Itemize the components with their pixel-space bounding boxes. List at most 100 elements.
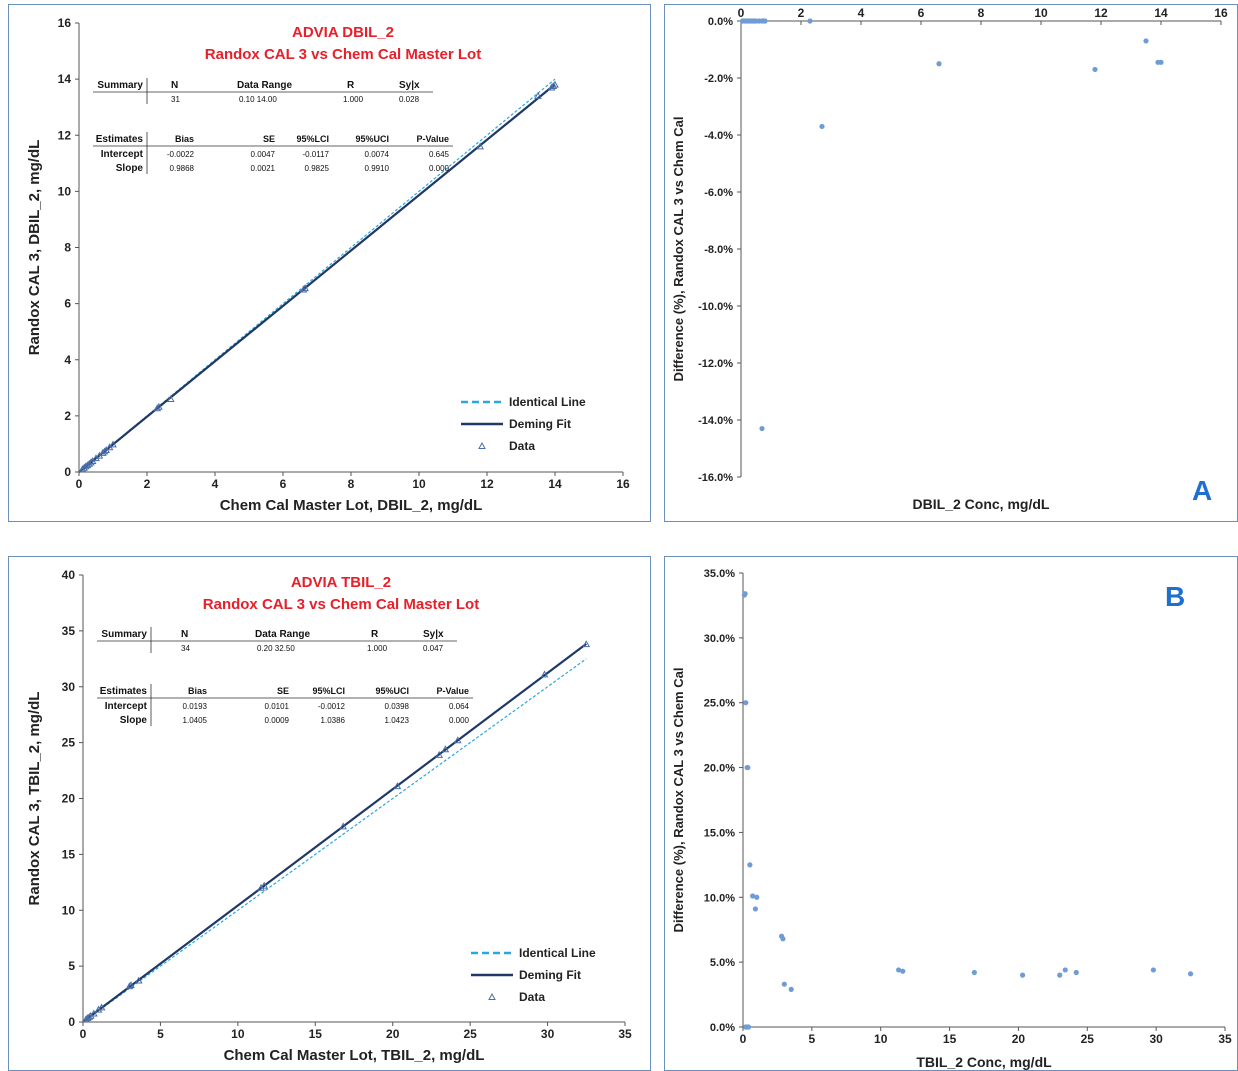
estimates-cell: 0.0074 [365, 150, 390, 159]
summary-r-header: R [371, 629, 379, 640]
estimates-col-header: 95%LCI [296, 134, 329, 144]
y-tick-label: -6.0% [704, 187, 733, 199]
summary-header: Summary [97, 80, 143, 91]
y-tick-label: -10.0% [698, 301, 733, 313]
estimates-cell: 0.0193 [183, 702, 208, 711]
estimates-cell: 0.0101 [265, 702, 290, 711]
panel-dbil-diff: 0.0% -2.0% -4.0% -6.0% -8.0% -10.0% -12.0% -14.… [664, 4, 1238, 522]
y-tick-label: 12 [58, 128, 72, 142]
estimates-col-header: SE [277, 686, 289, 696]
estimates-col-header: P-Value [436, 686, 469, 696]
data-point [1092, 66, 1098, 73]
data-point [745, 764, 751, 771]
estimates-col-header: Bias [175, 134, 194, 144]
panel-tbil-scatter: 0 5 10 15 20 25 30 35 40 0 5 10 15 20 25 30 35 Chem Cal M… [8, 556, 651, 1071]
data-point [936, 61, 942, 67]
data-point [301, 284, 309, 292]
y-tick-label: 0.0% [708, 16, 733, 28]
data-point [780, 936, 786, 942]
data-point [743, 700, 749, 706]
y-tick-label: -14.0% [698, 415, 733, 427]
y-tick-label: 5 [68, 959, 75, 973]
data-point [781, 981, 787, 987]
dbil-diff-chart: 0.0% -2.0% -4.0% -6.0% -8.0% -10.0% -12.0% -14.… [671, 6, 1228, 512]
estimates-row-label: Slope [120, 715, 148, 726]
data-point [819, 123, 825, 130]
y-axis-label: Randox CAL 3, DBIL_2, mg/dL [26, 140, 43, 356]
y-tick-label: 30 [62, 680, 76, 694]
data-point [441, 745, 450, 753]
data-point [754, 894, 760, 900]
x-tick-label: 20 [1012, 1032, 1026, 1046]
x-tick-label: 12 [480, 477, 494, 491]
data-point [1062, 967, 1068, 973]
x-tick-label: 16 [616, 477, 630, 491]
data-point [299, 285, 308, 293]
summary-range-header: Data Range [237, 80, 292, 91]
data-point [155, 402, 163, 410]
estimates-col-header: Bias [188, 686, 207, 696]
y-tick-label: -12.0% [698, 358, 733, 370]
data-point [747, 862, 753, 868]
data-point [534, 91, 542, 99]
y-tick-label: 25.0% [704, 698, 735, 710]
chart-subtitle: Randox CAL 3 vs Chem Cal Master Lot [203, 596, 479, 613]
data-point [540, 670, 549, 678]
legend-deming-label: Deming Fit [519, 968, 581, 982]
data-point [476, 142, 485, 150]
y-axis-label: Randox CAL 3, TBIL_2, mg/dL [26, 692, 43, 906]
data-point [762, 18, 768, 24]
y-tick-label: 14 [58, 72, 72, 86]
y-tick-label: 10 [58, 184, 72, 198]
estimates-header: Estimates [96, 134, 144, 145]
y-tick-label: -8.0% [704, 244, 733, 256]
y-tick-label: 6 [64, 297, 71, 311]
y-tick-label: 35.0% [704, 568, 735, 580]
x-axis-label: TBIL_2 Conc, mg/dL [916, 1054, 1052, 1070]
y-tick-label: 15 [62, 847, 76, 861]
data-point [127, 981, 135, 989]
x-tick-label: 4 [212, 477, 219, 491]
data-point [125, 982, 134, 990]
summary-n-value: 34 [181, 644, 190, 653]
data-point [750, 893, 756, 899]
data-point [1150, 967, 1156, 973]
x-tick-label: 16 [1214, 6, 1228, 20]
data-point [1158, 59, 1164, 65]
data-point [339, 822, 348, 830]
x-tick-label: 6 [280, 477, 287, 491]
x-tick-label: 14 [548, 477, 562, 491]
y-tick-label: 2 [64, 409, 71, 423]
identical-line [82, 658, 587, 1023]
estimates-cell: -0.0022 [167, 150, 195, 159]
data-point [971, 969, 977, 976]
legend-identical-label: Identical Line [509, 395, 586, 409]
dbil-scatter-chart: 0 2 4 6 8 10 12 14 16 0 2 4 6 8 10 12 14 16 Chem Cal Maste… [26, 16, 630, 514]
estimates-col-header: P-Value [416, 134, 449, 144]
x-tick-label: 2 [798, 6, 805, 20]
summary-header: Summary [101, 629, 147, 640]
data-point [896, 967, 902, 973]
data-point [551, 80, 559, 88]
x-tick-label: 5 [157, 1027, 164, 1041]
y-tick-label: -16.0% [698, 472, 733, 484]
estimates-row-label: Intercept [105, 701, 148, 712]
summary-r-value: 1.000 [343, 95, 364, 104]
summary-syx-header: Sy|x [423, 629, 444, 640]
estimates-cell: -0.0012 [318, 702, 346, 711]
x-tick-label: 30 [541, 1027, 555, 1041]
summary-syx-header: Sy|x [399, 80, 420, 91]
y-tick-label: 15.0% [704, 827, 735, 839]
summary-range-header: Data Range [255, 629, 310, 640]
y-tick-label: -2.0% [704, 73, 733, 85]
x-tick-label: 0 [740, 1032, 747, 1046]
estimates-cell: 0.064 [449, 702, 470, 711]
estimates-cell: 0.9910 [365, 164, 390, 173]
x-tick-label: 15 [943, 1032, 957, 1046]
x-tick-label: 5 [809, 1032, 816, 1046]
y-tick-label: 0.0% [710, 1022, 735, 1034]
tbil-diff-chart: 0.0% 5.0% 10.0% 15.0% 20.0% 25.0% 30.0% 35.0% 0 5… [671, 568, 1232, 1070]
estimates-cell: 0.000 [429, 164, 450, 173]
y-tick-label: 5.0% [710, 957, 735, 969]
data-point [807, 18, 813, 24]
